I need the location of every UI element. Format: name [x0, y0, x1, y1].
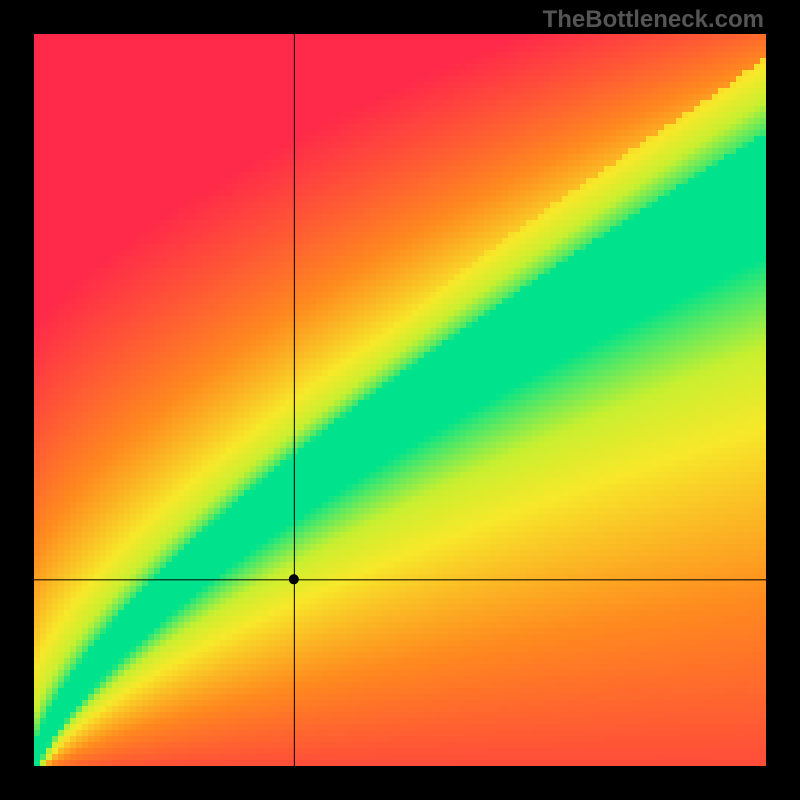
bottleneck-heatmap-canvas: [0, 0, 800, 800]
watermark-text: TheBottleneck.com: [543, 6, 764, 34]
chart-container: TheBottleneck.com: [0, 0, 800, 800]
